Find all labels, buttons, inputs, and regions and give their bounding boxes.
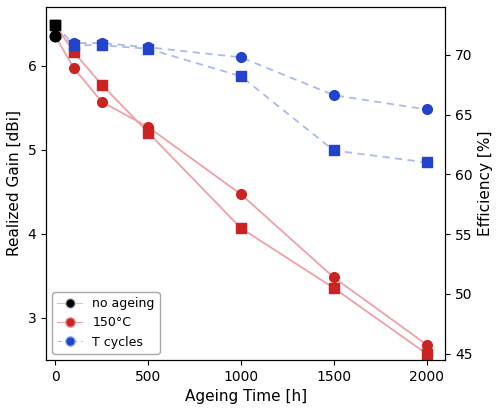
Y-axis label: Efficiency [%]: Efficiency [%] (478, 131, 493, 236)
Y-axis label: Realized Gain [dBi]: Realized Gain [dBi] (7, 111, 22, 256)
Point (237, 73, 245, 80)
Point (330, 285, 338, 291)
Point (144, 124, 152, 130)
Point (237, 191, 245, 198)
Point (70, 65, 78, 72)
Point (98, 81, 106, 88)
Point (70, 40, 78, 46)
Point (237, 54, 245, 61)
Point (237, 225, 245, 231)
Point (98, 99, 106, 105)
Point (144, 44, 152, 51)
Point (330, 92, 338, 99)
Point (422, 106, 430, 113)
Legend: no ageing, 150°C, T cycles: no ageing, 150°C, T cycles (52, 292, 160, 353)
Point (144, 129, 152, 136)
Point (52, 22, 60, 28)
Point (70, 49, 78, 55)
Point (98, 40, 106, 46)
Point (70, 42, 78, 48)
Point (52, 22, 60, 28)
Point (144, 46, 152, 52)
Point (52, 33, 60, 39)
Point (422, 159, 430, 166)
Point (98, 42, 106, 48)
Point (52, 33, 60, 39)
Point (52, 22, 60, 28)
Point (330, 274, 338, 281)
Point (422, 351, 430, 357)
X-axis label: Ageing Time [h]: Ageing Time [h] (184, 389, 306, 404)
Point (52, 33, 60, 39)
Point (422, 342, 430, 348)
Point (330, 147, 338, 154)
